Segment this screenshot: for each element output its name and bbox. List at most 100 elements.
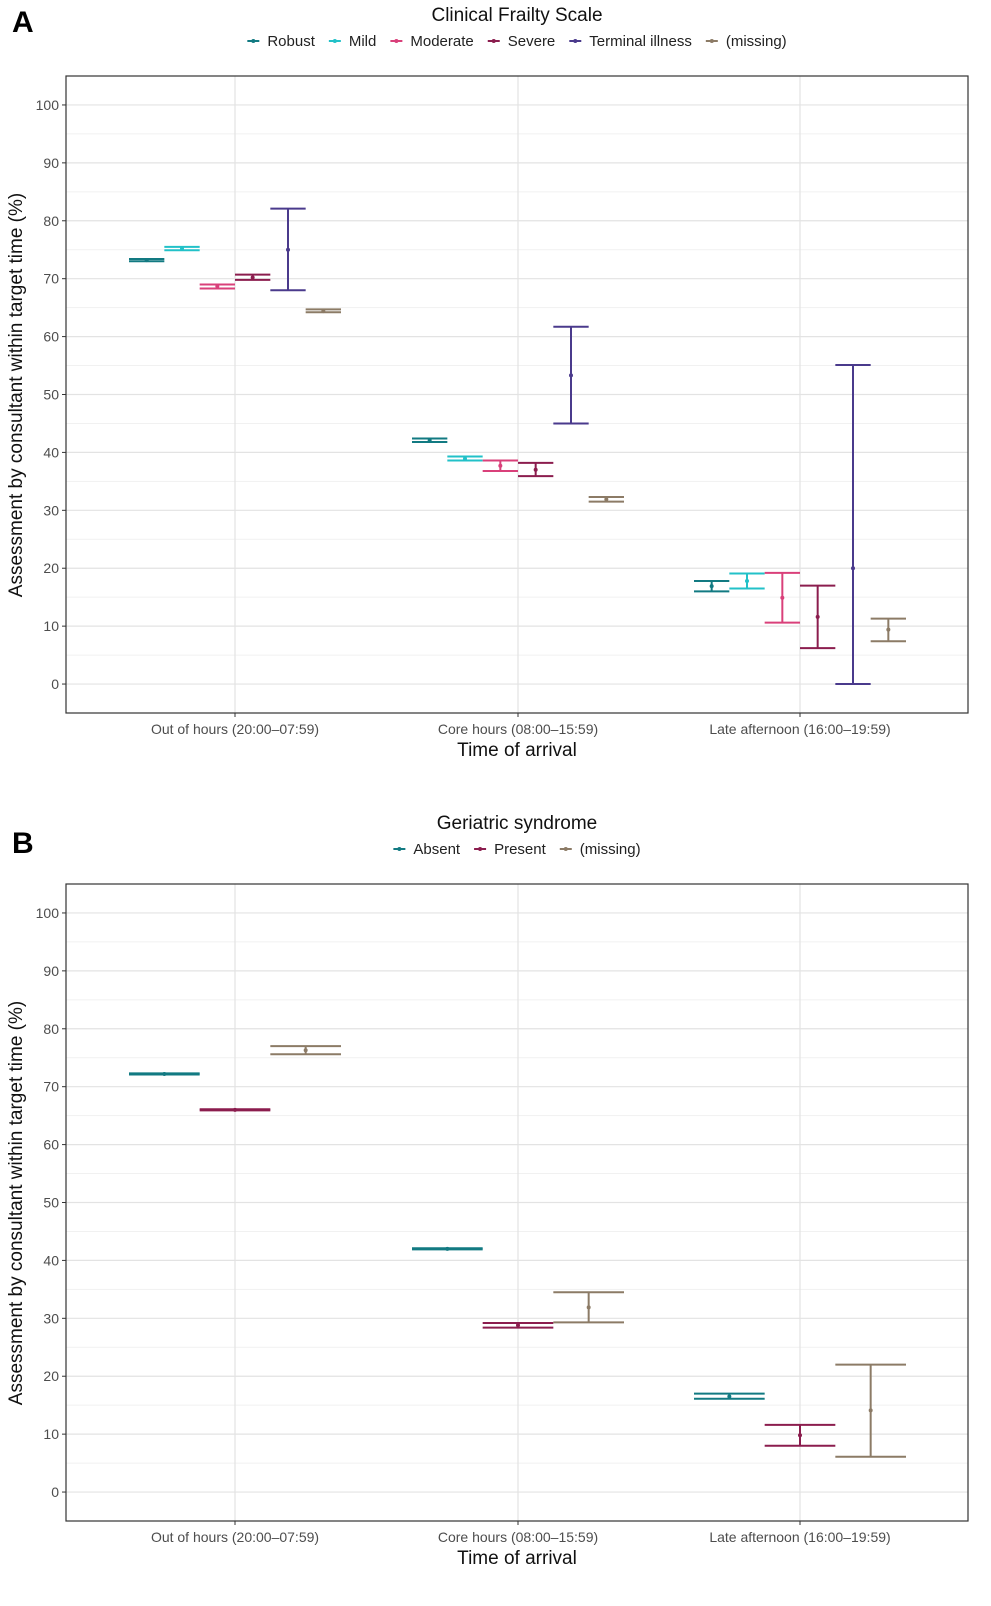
legend-item: (missing)	[559, 841, 641, 858]
point-estimate	[286, 247, 290, 252]
y-axis: 0 10 20 30 40 50 60 70 80 90 100	[36, 905, 66, 1500]
data-series	[129, 207, 906, 686]
point-estimate	[886, 627, 891, 632]
y-tick-label: 80	[43, 213, 59, 229]
point-estimate	[780, 595, 785, 600]
series-terminal-illness	[270, 207, 871, 686]
data-series	[129, 1045, 906, 1458]
error-bar	[518, 461, 554, 478]
legend-key-point	[563, 847, 568, 851]
y-tick-label: 80	[43, 1021, 59, 1037]
y-tick-label: 90	[43, 963, 59, 979]
x-tick-label: Out of hours (20:00–07:59)	[151, 721, 319, 737]
legend-item: Robust	[247, 33, 316, 50]
y-tick-label: 10	[43, 1426, 59, 1442]
legend-label: Mild	[349, 33, 377, 50]
legend-label: (missing)	[580, 841, 641, 858]
error-bar	[835, 1363, 906, 1458]
legend-item: Terminal illness	[569, 33, 692, 50]
error-bar	[835, 363, 871, 686]
x-tick-label: Out of hours (20:00–07:59)	[151, 1529, 319, 1545]
legend-item: (missing)	[705, 33, 787, 50]
y-tick-label: 100	[36, 905, 60, 921]
error-bar	[305, 308, 341, 314]
legend-label: Moderate	[410, 33, 473, 50]
point-estimate	[851, 566, 855, 571]
y-tick-label: 30	[43, 502, 59, 518]
point-estimate	[745, 578, 749, 583]
error-bar	[729, 572, 765, 590]
legend-item: Mild	[328, 33, 377, 50]
legend-key-point	[394, 39, 399, 43]
y-tick-label: 100	[36, 97, 60, 113]
error-bar	[199, 1107, 271, 1112]
y-axis: 0 10 20 30 40 50 60 70 80 90 100	[36, 97, 66, 692]
y-tick-label: 0	[51, 1484, 59, 1500]
y-tick-label: 60	[43, 329, 59, 345]
y-tick-label: 70	[43, 271, 59, 287]
legend-key-point	[491, 39, 496, 43]
point-estimate	[709, 584, 714, 589]
error-bar	[764, 1423, 836, 1447]
series-moderate	[199, 283, 800, 624]
error-bar	[482, 459, 518, 472]
point-estimate	[516, 1323, 520, 1328]
y-axis-title: Assessment by consultant within target t…	[6, 1001, 27, 1405]
point-estimate	[180, 246, 184, 251]
error-bar	[870, 617, 906, 643]
point-estimate	[868, 1408, 873, 1413]
series-robust	[129, 257, 730, 593]
x-tick-label: Late afternoon (16:00–19:59)	[709, 1529, 890, 1545]
legend-label: Terminal illness	[589, 33, 692, 50]
x-axis-title: Time of arrival	[457, 740, 577, 761]
series-present	[199, 1107, 836, 1447]
y-tick-label: 60	[43, 1137, 59, 1153]
error-bar	[412, 437, 448, 443]
point-estimate	[815, 614, 820, 619]
point-estimate	[144, 258, 149, 263]
legend-label: Absent	[413, 841, 461, 858]
y-tick-label: 30	[43, 1310, 59, 1326]
error-bar	[800, 584, 836, 650]
error-bar	[270, 207, 306, 292]
plot-border	[65, 883, 969, 1522]
point-estimate	[233, 1107, 237, 1112]
y-tick-label: 70	[43, 1079, 59, 1095]
series-mild	[164, 245, 765, 590]
legend-label: (missing)	[726, 33, 787, 50]
error-bar	[235, 273, 271, 281]
error-bar	[412, 1246, 483, 1251]
x-axis: Out of hours (20:00–07:59) Core hours (08…	[151, 1521, 891, 1545]
legend-item: Absent	[393, 841, 461, 858]
x-tick-label: Late afternoon (16:00–19:59)	[709, 721, 890, 737]
point-estimate	[463, 456, 467, 461]
error-bar	[482, 1321, 554, 1329]
legend: Robust Mild Moderate Severe Terminal illness…	[247, 33, 787, 50]
legend-key-point	[251, 39, 256, 43]
error-bar	[164, 245, 200, 252]
point-estimate	[162, 1071, 167, 1076]
legend-key-point	[478, 847, 483, 851]
panel-letter: B	[12, 827, 34, 860]
point-estimate	[445, 1246, 450, 1251]
chart-title: Geriatric syndrome	[437, 813, 598, 834]
y-tick-label: 50	[43, 1195, 59, 1211]
error-bar	[553, 325, 589, 425]
x-tick-label: Core hours (08:00–15:59)	[438, 721, 598, 737]
error-bar	[270, 1045, 341, 1056]
point-estimate	[798, 1433, 802, 1438]
series-absent	[129, 1071, 765, 1400]
series-severe	[235, 273, 836, 650]
point-estimate	[215, 284, 220, 289]
legend-label: Severe	[508, 33, 556, 50]
y-tick-label: 10	[43, 618, 59, 634]
legend-item: Moderate	[390, 33, 474, 50]
point-estimate	[604, 497, 609, 502]
legend-label: Present	[494, 841, 547, 858]
point-estimate	[498, 463, 503, 468]
y-axis-title: Assessment by consultant within target t…	[6, 193, 27, 597]
point-estimate	[303, 1048, 308, 1053]
series-missing	[270, 1045, 906, 1458]
y-tick-label: 20	[43, 560, 59, 576]
y-tick-label: 90	[43, 155, 59, 171]
